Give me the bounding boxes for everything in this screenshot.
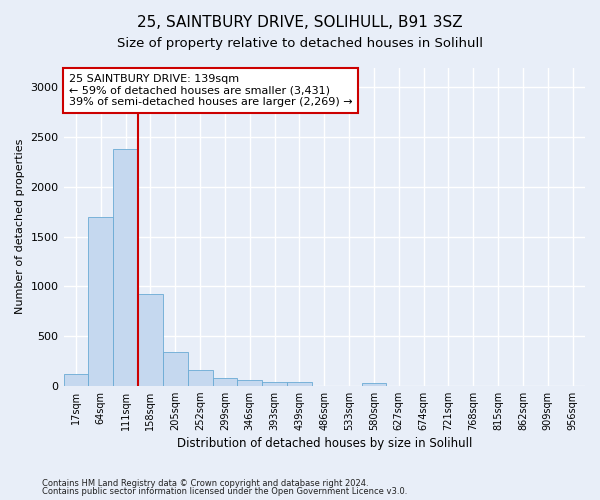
Text: Contains public sector information licensed under the Open Government Licence v3: Contains public sector information licen…	[42, 487, 407, 496]
Bar	[88, 216, 113, 386]
Bar	[188, 370, 212, 386]
X-axis label: Distribution of detached houses by size in Solihull: Distribution of detached houses by size …	[176, 437, 472, 450]
Text: Size of property relative to detached houses in Solihull: Size of property relative to detached ho…	[117, 38, 483, 51]
Bar	[238, 380, 262, 386]
Bar	[113, 149, 138, 386]
Bar	[362, 382, 386, 386]
Bar	[287, 382, 312, 386]
Bar	[64, 374, 88, 386]
Text: Contains HM Land Registry data © Crown copyright and database right 2024.: Contains HM Land Registry data © Crown c…	[42, 478, 368, 488]
Bar	[262, 382, 287, 386]
Y-axis label: Number of detached properties: Number of detached properties	[15, 139, 25, 314]
Text: 25, SAINTBURY DRIVE, SOLIHULL, B91 3SZ: 25, SAINTBURY DRIVE, SOLIHULL, B91 3SZ	[137, 15, 463, 30]
Bar	[212, 378, 238, 386]
Text: 25 SAINTBURY DRIVE: 139sqm
← 59% of detached houses are smaller (3,431)
39% of s: 25 SAINTBURY DRIVE: 139sqm ← 59% of deta…	[69, 74, 352, 107]
Bar	[138, 294, 163, 386]
Bar	[163, 352, 188, 386]
